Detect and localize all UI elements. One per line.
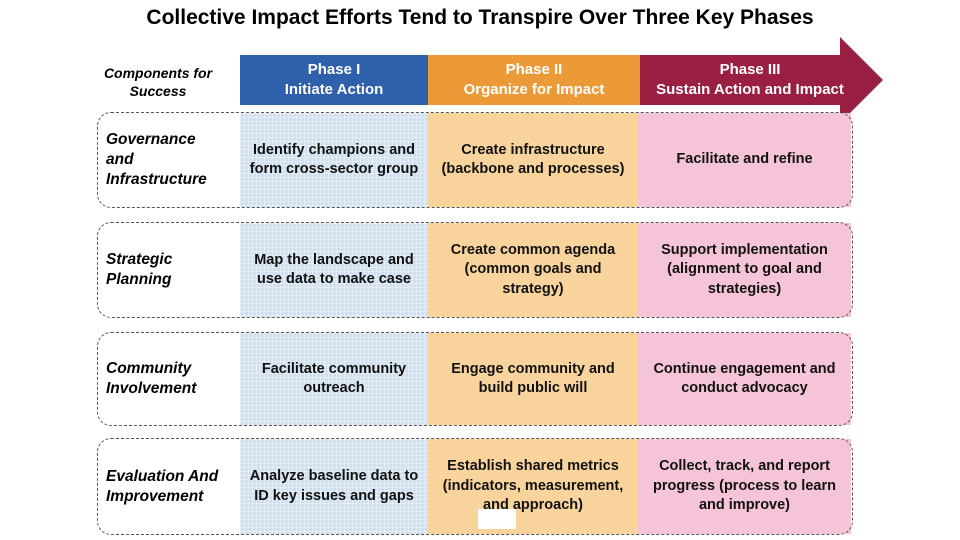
phase-header-cell: Phase II Organize for Impact bbox=[428, 55, 640, 105]
phase-cell: Establish shared metrics (indicators, me… bbox=[428, 439, 638, 534]
phase-name: Phase III bbox=[719, 61, 781, 78]
row-border bbox=[97, 112, 853, 208]
phase-header-cell: Phase III Sustain Action and Impact bbox=[640, 55, 860, 105]
phase-subtitle: Sustain Action and Impact bbox=[656, 81, 844, 98]
phase-name: Phase II bbox=[505, 61, 563, 78]
phase-subtitle: Initiate Action bbox=[284, 81, 384, 98]
phase-cell: Analyze baseline data to ID key issues a… bbox=[240, 439, 428, 534]
row-border bbox=[97, 438, 853, 535]
phase-cell: Identify champions and form cross-sector… bbox=[240, 113, 428, 207]
component-label: Governance and Infrastructure bbox=[106, 131, 207, 188]
row-border bbox=[97, 222, 853, 318]
phase-name: Phase I bbox=[307, 61, 361, 78]
component-label: Strategic Planning bbox=[106, 251, 173, 288]
phase-cell: Create common agenda (common goals and s… bbox=[428, 223, 638, 317]
phase-header-cell: Phase I Initiate Action bbox=[240, 55, 428, 105]
components-label: Components for Success bbox=[103, 65, 213, 99]
phase-cell: Facilitate and refine bbox=[638, 113, 851, 207]
phase-cell: Collect, track, and report progress (pro… bbox=[638, 439, 851, 534]
mask bbox=[478, 509, 516, 529]
row-border bbox=[97, 332, 853, 426]
phase-cell: Support implementation (alignment to goa… bbox=[638, 223, 851, 317]
phase-cell: Engage community and build public will bbox=[428, 333, 638, 425]
phase-cell: Facilitate community outreach bbox=[240, 333, 428, 425]
phase-arrow bbox=[640, 37, 883, 123]
component-label: Community Involvement bbox=[106, 360, 197, 397]
phase-cell: Create infrastructure (backbone and proc… bbox=[428, 113, 638, 207]
phase-subtitle: Organize for Impact bbox=[463, 81, 605, 98]
phase-cell: Map the landscape and use data to make c… bbox=[240, 223, 428, 317]
title: Collective Impact Efforts Tend to Transp… bbox=[146, 6, 814, 29]
component-label: Evaluation And Improvement bbox=[106, 467, 219, 505]
phase-cell: Continue engagement and conduct advocacy bbox=[638, 333, 851, 425]
arrow-shape bbox=[640, 37, 883, 123]
